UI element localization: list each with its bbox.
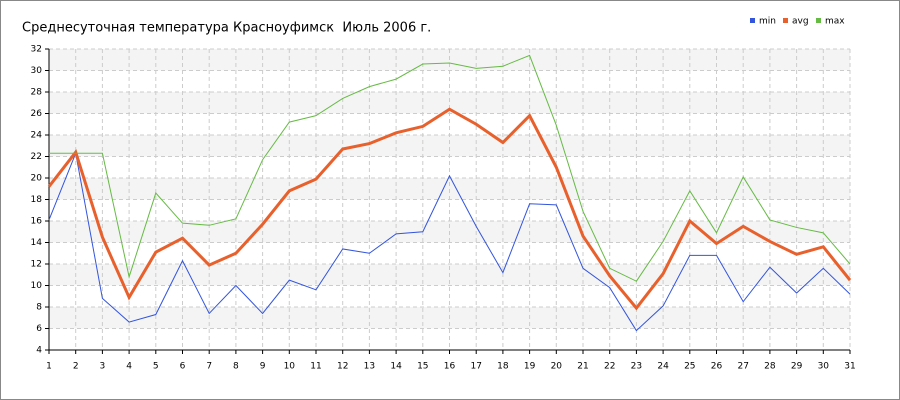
x-tick-label: 20 [551, 362, 563, 372]
x-tick-label: 29 [791, 362, 803, 372]
grid-band [49, 178, 850, 200]
x-tick-label: 27 [737, 362, 748, 372]
x-tick-label: 23 [631, 362, 642, 372]
y-tick-label: 30 [31, 66, 43, 76]
y-tick-label: 24 [31, 131, 43, 141]
grid-band [49, 135, 850, 157]
series-line [47, 107, 852, 311]
x-tick-label: 26 [711, 362, 723, 372]
x-tick-label: 30 [818, 362, 830, 372]
x-tick-label: 14 [390, 362, 402, 372]
y-tick-label: 14 [31, 238, 43, 248]
y-tick-label: 32 [31, 45, 42, 55]
y-tick-label: 4 [36, 346, 42, 356]
x-tick-label: 31 [844, 362, 855, 372]
x-tick-label: 11 [310, 362, 321, 372]
x-tick-label: 25 [684, 362, 695, 372]
y-tick-label: 20 [31, 174, 43, 184]
x-tick-label: 7 [206, 362, 212, 372]
chart-title: Среднесуточная температура Красноуфимск … [22, 21, 431, 36]
legend-label: max [825, 17, 845, 27]
legend-swatch [750, 18, 755, 23]
y-tick-label: 18 [31, 195, 43, 205]
x-tick-label: 22 [604, 362, 615, 372]
x-tick-label: 5 [153, 362, 159, 372]
x-tick-label: 15 [417, 362, 428, 372]
y-tick-label: 22 [31, 152, 42, 162]
x-tick-label: 24 [657, 362, 669, 372]
grid-band [49, 92, 850, 114]
series-line [48, 151, 851, 332]
x-tick-label: 18 [497, 362, 509, 372]
legend-swatch [816, 18, 821, 23]
y-tick-label: 28 [31, 88, 43, 98]
x-tick-label: 17 [470, 362, 481, 372]
y-tick-label: 10 [31, 281, 43, 291]
x-tick-label: 1 [46, 362, 52, 372]
x-tick-label: 6 [180, 362, 186, 372]
x-tick-label: 21 [577, 362, 588, 372]
x-tick-label: 16 [444, 362, 456, 372]
series-line [49, 54, 851, 282]
x-tick-label: 2 [73, 362, 79, 372]
x-tick-label: 9 [260, 362, 266, 372]
x-tick-label: 8 [233, 362, 239, 372]
legend-label: avg [792, 17, 809, 27]
x-tick-label: 19 [524, 362, 536, 372]
x-tick-label: 10 [284, 362, 296, 372]
x-tick-label: 12 [337, 362, 348, 372]
legend-swatch [783, 18, 788, 23]
y-tick-label: 6 [36, 324, 42, 334]
x-tick-label: 4 [126, 362, 132, 372]
legend-label: min [759, 17, 776, 27]
y-tick-label: 12 [31, 260, 42, 270]
x-tick-label: 3 [100, 362, 106, 372]
y-tick-label: 8 [36, 303, 42, 313]
y-tick-label: 16 [31, 217, 43, 227]
x-tick-label: 28 [764, 362, 776, 372]
y-tick-label: 26 [31, 109, 43, 119]
x-tick-label: 13 [364, 362, 375, 372]
